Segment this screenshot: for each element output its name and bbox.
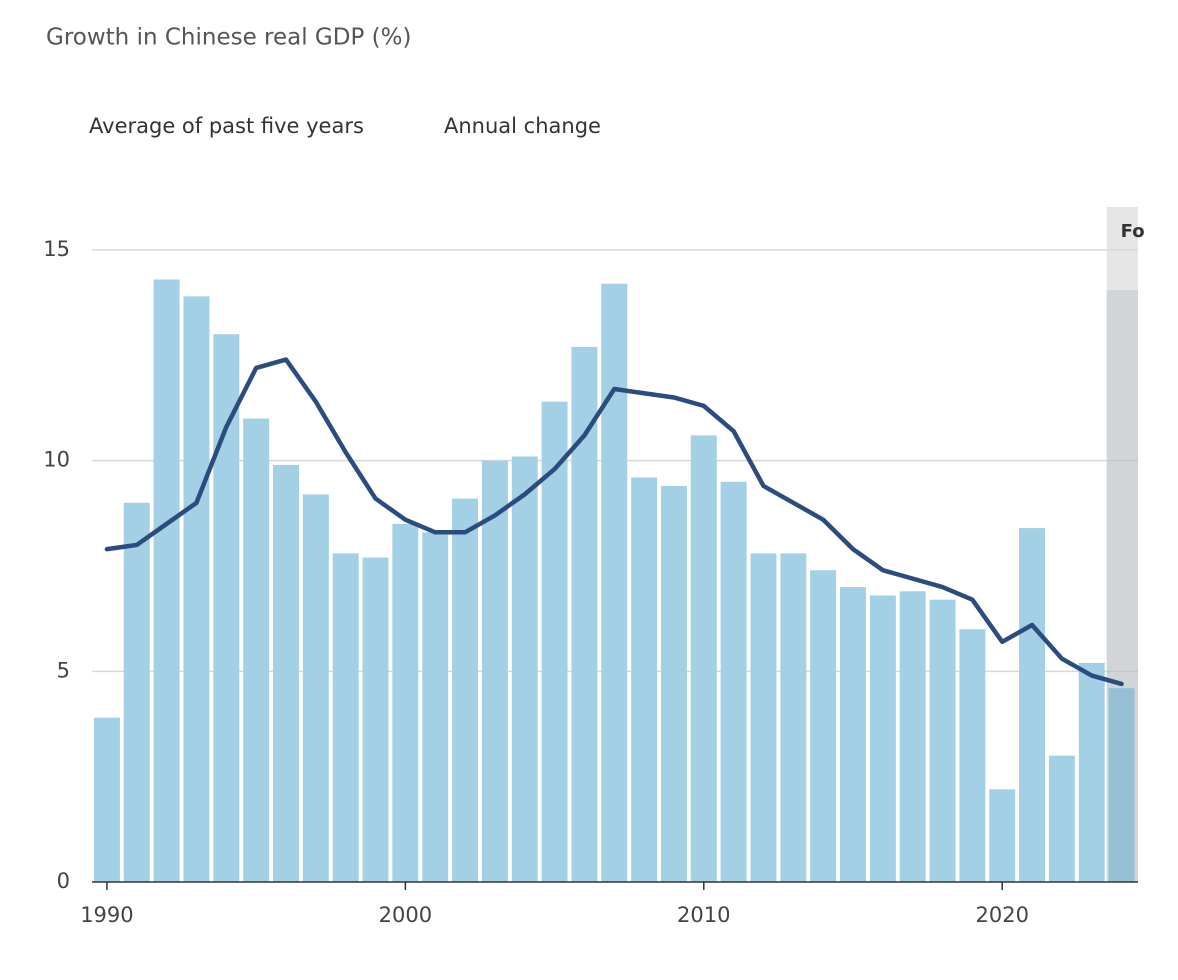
y-tick-label: 0 (57, 869, 70, 893)
bar (840, 587, 866, 882)
line (104, 357, 1124, 687)
forecast-overlay (1106, 290, 1138, 882)
bar (183, 296, 210, 882)
bar (810, 570, 837, 882)
bar (631, 477, 658, 882)
y-tick-label: 15 (43, 237, 70, 261)
bar (452, 498, 479, 882)
legend-label: Annual change (444, 114, 601, 138)
x-tick-label: 2000 (379, 903, 432, 927)
bar (750, 553, 777, 882)
bar (780, 553, 807, 882)
bar (541, 401, 568, 882)
bar (272, 464, 299, 882)
bar (511, 456, 538, 882)
x-tick-label: 2020 (975, 903, 1028, 927)
bar (213, 334, 240, 882)
bar (1108, 688, 1135, 882)
bar (1078, 662, 1105, 882)
bar (899, 591, 926, 882)
chart-title: Growth in Chinese real GDP (%) (46, 25, 411, 51)
x-tick-label: 2010 (677, 903, 730, 927)
bar (422, 532, 449, 882)
bar (302, 494, 329, 882)
bar (989, 789, 1016, 882)
bar (123, 502, 150, 882)
bar (690, 435, 717, 882)
bar (959, 629, 986, 882)
bar (243, 418, 270, 882)
bar (660, 485, 687, 882)
y-tick-label: 5 (57, 658, 70, 682)
bar (153, 279, 180, 882)
bar (869, 595, 896, 882)
bar (720, 481, 747, 882)
bar (1019, 528, 1046, 882)
bar (392, 523, 419, 882)
bar (1048, 755, 1075, 882)
bar (601, 283, 628, 882)
bar (481, 460, 508, 882)
bar (93, 717, 120, 882)
x-tick-label: 1990 (80, 903, 133, 927)
bar (332, 553, 359, 882)
bar (362, 557, 389, 882)
y-tick-label: 10 (43, 448, 70, 472)
bar (929, 599, 956, 882)
legend-label: Average of past five years (89, 114, 364, 138)
bar (571, 346, 598, 882)
forecast-label: Fo (1121, 221, 1145, 242)
